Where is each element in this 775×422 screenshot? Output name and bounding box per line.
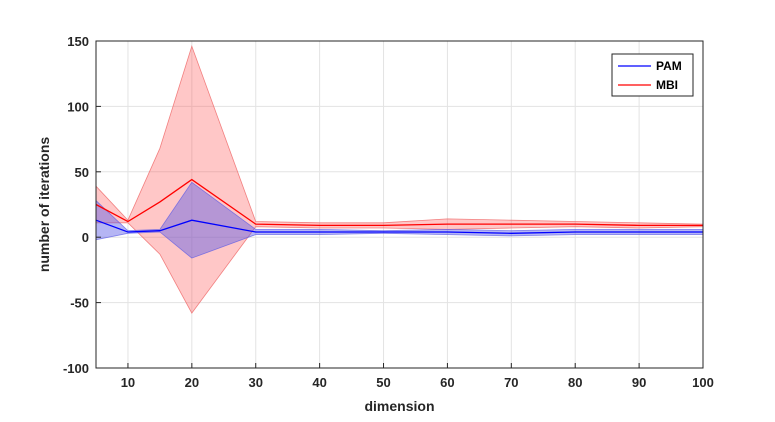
plot-frame [95, 40, 704, 369]
y-tick-label: -50 [70, 296, 89, 311]
y-axis-label: number of iterations [36, 137, 52, 273]
x-tick-label: 70 [504, 375, 518, 390]
legend-box [611, 53, 694, 97]
x-tick-label: 60 [440, 375, 454, 390]
x-tick-label: 90 [632, 375, 646, 390]
x-tick-label: 40 [312, 375, 326, 390]
legend-label-pam: PAM [656, 59, 682, 73]
legend: PAM MBI [611, 53, 694, 97]
y-tick-label: 50 [75, 165, 89, 180]
y-tick-label: 150 [67, 34, 89, 49]
x-tick-label: 80 [568, 375, 582, 390]
y-tick-label: 100 [67, 99, 89, 114]
series-lines [95, 178, 703, 234]
x-tick-label: 100 [692, 375, 714, 390]
x-tick-label: 10 [121, 375, 135, 390]
legend-label-mbi: MBI [656, 78, 678, 92]
band-pam [95, 181, 704, 259]
x-tick-label: 50 [376, 375, 390, 390]
line-mbi [95, 178, 703, 227]
y-tick-label: -100 [63, 361, 89, 376]
line-pam [95, 219, 703, 234]
x-tick-label: 30 [249, 375, 263, 390]
x-tick-label: 20 [185, 375, 199, 390]
axis-ticks: 10 20 30 40 50 60 70 80 90 100 -100 -50 0 50 100 150 [63, 34, 714, 390]
y-tick-label: 0 [82, 230, 89, 245]
x-axis-label: dimension [364, 398, 434, 414]
